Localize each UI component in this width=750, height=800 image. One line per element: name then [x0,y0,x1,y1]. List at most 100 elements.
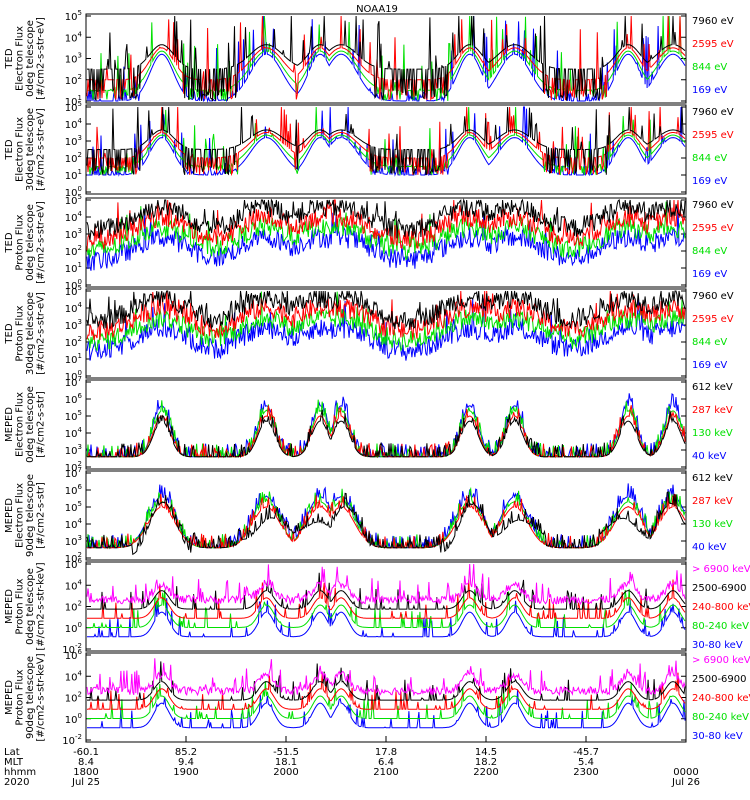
y-axis-label: Proton Flux [15,214,26,270]
y-tick-label: 102 [65,335,82,349]
legend-entry: 844 eV [692,246,727,257]
y-tick-label: 103 [65,52,82,66]
y-axis-label: TED [4,48,15,69]
y-tick-label: 104 [65,669,83,683]
y-axis-label: [#/cm2-s-str] [36,391,47,458]
x-label-lat: -51.5 [273,747,299,758]
legend-entry: 169 eV [692,85,727,96]
y-tick-label: 104 [65,517,83,531]
y-axis-label: [#/cm2-s-str-keV] [36,562,47,650]
x-label-hhmm: 2200 [473,767,498,778]
y-tick-label: 105 [65,409,82,423]
series-612-kev [86,490,686,556]
x-label-mlt: 9.4 [178,757,194,768]
series-40-kev [87,483,686,550]
y-tick-label: 104 [65,578,83,592]
y-tick-label: 102 [65,151,82,165]
legend-entry: 40 keV [692,542,726,553]
x-label-mlt: 18.1 [275,757,297,768]
series-30-80-kev [87,689,686,729]
x-label-hhmm: 2000 [273,767,298,778]
panel-frame [85,379,687,470]
x-label-lat: 17.8 [375,747,397,758]
y-tick-label: 102 [65,551,82,565]
y-axis-label: 0deg telescope [25,568,36,645]
y-axis-label: MEPED [4,589,15,624]
x-label-hhmm: 2100 [373,767,398,778]
y-axis-label: 0deg telescope [25,20,36,97]
y-tick-label: 106 [65,648,83,662]
x-label-hhmm: 1900 [173,767,198,778]
series--6900-kev [86,658,686,697]
y-tick-label: 102 [65,244,82,258]
y-axis-label: [#/cm2-s-str-eV] [36,108,47,191]
legend-entry: 844 eV [692,337,727,348]
series--6900-kev [86,563,686,606]
series-169-ev [86,203,686,271]
y-tick-label: 101 [65,168,82,182]
y-axis-label: MEPED [4,498,15,533]
legend-entry: 844 eV [692,153,727,164]
x-label-mlt: 18.2 [475,757,497,768]
panel-frame [85,652,687,743]
legend-entry: 2595 eV [692,39,734,50]
legend-entry: > 6900 keV [692,655,750,666]
series-130-kev [86,486,686,549]
y-axis-label: Electron Flux [15,392,26,457]
series-2500-6900 [87,661,686,701]
chart-title: NOAA19 [356,4,398,15]
y-tick-label: 105 [65,193,82,207]
legend-entry: 7960 eV [692,107,734,118]
legend-entry: 612 keV [692,382,733,393]
y-tick-label: 103 [65,318,82,332]
y-tick-label: 104 [65,30,83,44]
panel-2: 100 101 102 103 104 105 TED Electron Flux 30deg … [4,100,734,199]
x-row-label: hhmm [4,767,36,778]
y-tick-label: 100 [65,185,82,199]
y-tick-label: 107 [65,375,82,389]
series-2595-ev [86,15,686,102]
series-2500-6900 [87,572,686,610]
y-tick-label: 104 [65,117,83,131]
legend-entry: 130 keV [692,519,733,530]
y-tick-label: 105 [65,100,82,114]
y-axis-label: [#/cm2-s-str-eV] [36,201,47,284]
y-axis-label: Electron Flux [15,26,26,91]
y-tick-label: 103 [65,443,82,457]
panel-5: 102 103 104 105 106 107 MEPED Electron Flux 0deg… [4,375,733,474]
y-tick-label: 102 [65,460,82,474]
x-label-lat: -45.7 [573,747,599,758]
legend-entry: 2595 eV [692,223,734,234]
x-label-date: Jul 25 [71,777,100,788]
panel-frame [85,470,687,561]
legend-entry: 80-240 keV [692,712,749,723]
y-tick-label: 104 [65,210,83,224]
x-label-hhmm: 0000 [673,767,698,778]
series-80-240-kev [87,588,686,629]
legend-entry: 287 keV [692,405,733,416]
y-axis-label: TED [4,139,15,160]
series-240-800-kev [87,672,686,711]
panel-6: 102 103 104 105 106 107 MEPED Electron Flux 90de… [4,466,733,565]
y-tick-label: 106 [65,483,83,497]
y-axis-label: TED [4,232,15,253]
y-axis-label: Proton Flux [15,669,26,725]
panel-frame [85,104,687,195]
series-240-800-kev [87,579,686,620]
y-axis-label: Electron Flux [15,117,26,182]
y-axis-label: MEPED [4,680,15,715]
y-axis-label: [#/cm2-s-str-eV] [36,17,47,100]
panel-4: 100 101 102 103 104 105 TED Proton Flux 30deg te… [4,284,734,383]
legend-entry: 2595 eV [692,130,734,141]
y-axis-label: [#/cm2-s-str-keV] [36,653,47,741]
y-tick-label: 104 [65,426,83,440]
y-tick-label: 105 [65,284,82,298]
y-tick-label: 102 [65,600,82,614]
series-844-ev [87,106,686,176]
legend-entry: 2500-6900 [692,583,747,594]
legend-entry: 2500-6900 [692,674,747,685]
y-axis-label: 30deg telescope [25,292,36,375]
legend-entry: 240-800 keV [692,693,750,704]
y-tick-label: 100 [65,278,82,292]
y-axis-label: 30deg telescope [25,108,36,191]
